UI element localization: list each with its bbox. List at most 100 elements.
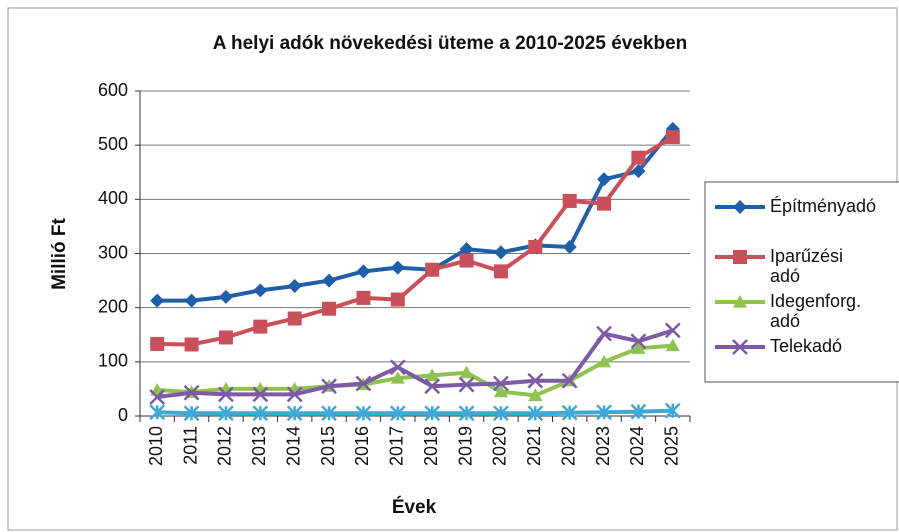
data-point (631, 164, 646, 179)
data-point (149, 389, 166, 405)
data-point (562, 193, 577, 208)
y-tick-label: 200 (98, 296, 128, 316)
data-point (597, 172, 612, 187)
data-point (150, 293, 165, 308)
x-tick-label: 2014 (283, 426, 303, 466)
series-line (157, 127, 675, 303)
data-point (389, 405, 406, 422)
data-point (287, 279, 302, 293)
y-axis-title: Millió Ft (49, 217, 70, 289)
y-tick-label: 300 (98, 242, 128, 262)
x-tick-label: 2021 (524, 426, 544, 466)
data-point (322, 301, 337, 316)
x-tick-label: 2018 (421, 426, 441, 466)
legend-marker (733, 250, 747, 264)
series-line (157, 135, 674, 347)
data-point (597, 354, 612, 368)
legend-label-line: Idegenforg. (770, 291, 866, 311)
data-point (425, 368, 440, 381)
data-point (390, 371, 405, 384)
data-point (150, 336, 165, 351)
data-point (425, 262, 440, 277)
data-point (631, 341, 646, 354)
data-point (286, 405, 303, 422)
x-tick-label: 2022 (558, 426, 578, 466)
data-point (527, 372, 544, 389)
legend-marker (733, 295, 747, 308)
data-point (596, 404, 612, 421)
y-tick-label: 400 (98, 188, 128, 208)
data-point (493, 245, 508, 260)
data-point (390, 292, 405, 307)
chart-title: A helyi adók növekedési üteme a 2010-202… (213, 33, 688, 54)
data-point (424, 378, 441, 395)
data-point (664, 402, 681, 419)
data-point (631, 150, 646, 165)
data-point (355, 405, 372, 422)
y-tick-label: 600 (98, 80, 128, 100)
data-point (493, 384, 508, 398)
data-point (459, 253, 474, 268)
legend-label-line: Iparűzési (770, 246, 848, 266)
data-point (252, 386, 269, 403)
data-point (458, 405, 475, 422)
data-point (218, 289, 233, 304)
legend-label: Iparűzési adó (770, 246, 848, 286)
data-point (528, 388, 543, 402)
x-tick-label: 2019 (455, 426, 475, 466)
data-point (287, 311, 302, 326)
data-point (458, 376, 475, 393)
data-point (149, 404, 166, 421)
x-axis-title: Évek (392, 496, 437, 518)
data-point (389, 359, 406, 376)
data-point (218, 386, 234, 403)
data-point (562, 240, 577, 254)
data-point (493, 405, 509, 422)
data-point (218, 405, 234, 422)
data-point (665, 338, 680, 352)
series-line (157, 408, 673, 416)
data-point (493, 375, 509, 392)
x-tick-label: 2012 (215, 426, 235, 466)
data-point (253, 283, 268, 298)
data-point (356, 264, 371, 279)
data-point (596, 325, 612, 342)
x-tick-label: 2020 (490, 426, 510, 466)
data-point (528, 240, 543, 254)
data-point (183, 405, 200, 422)
legend-label-line: adó (770, 311, 800, 331)
x-tick-label: 2024 (627, 426, 647, 466)
data-point (561, 404, 578, 421)
y-tick-label: 500 (98, 134, 128, 154)
data-point (493, 264, 508, 279)
x-tick-label: 2010 (146, 426, 166, 466)
data-point (252, 405, 269, 422)
data-point (184, 293, 199, 308)
x-tick-label: 2023 (593, 426, 613, 466)
data-point (184, 337, 199, 352)
data-point (424, 405, 441, 422)
legend-label: Idegenforg. adó (770, 291, 866, 331)
x-tick-label: 2013 (249, 426, 269, 466)
data-point (459, 242, 474, 257)
series-line (156, 328, 674, 400)
x-tick-label: 2025 (662, 426, 682, 466)
data-point (390, 260, 405, 275)
y-tick-label: 0 (118, 405, 128, 425)
x-tick-label: 2016 (352, 426, 372, 466)
data-point (253, 319, 268, 334)
data-point (630, 333, 647, 350)
data-point (597, 196, 612, 211)
data-point (322, 273, 337, 288)
data-point (665, 130, 680, 145)
data-point (321, 378, 337, 395)
legend-marker (733, 200, 747, 214)
x-tick-label: 2015 (318, 426, 338, 466)
x-tick-label: 2011 (180, 426, 200, 465)
data-point (561, 372, 578, 389)
data-point (218, 330, 233, 345)
legend-label: Építményadó (770, 196, 876, 216)
data-point (355, 375, 372, 392)
legend-label-line: adó (770, 266, 800, 286)
